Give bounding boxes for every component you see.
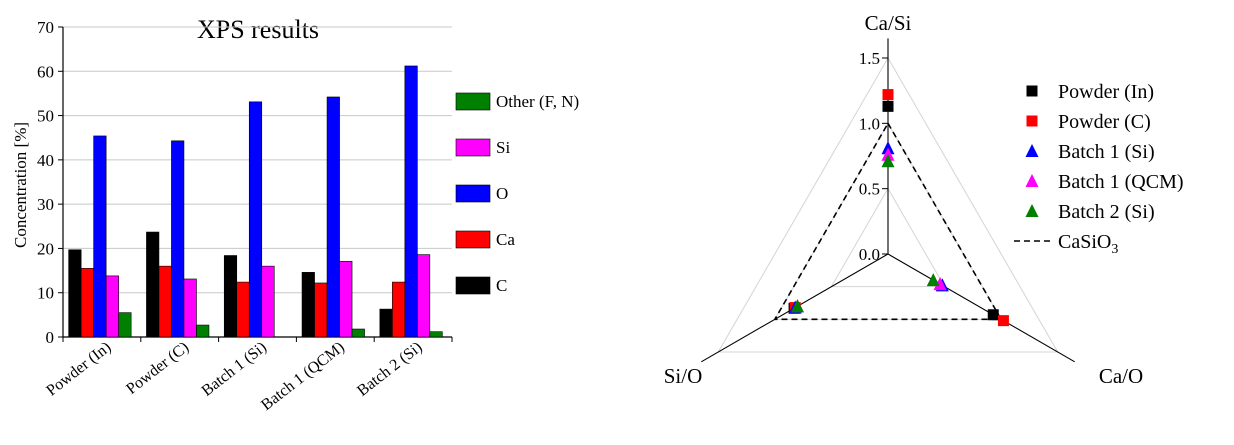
legend-reference-name: CaSiO [1058,231,1111,253]
bar [183,278,197,338]
bar [379,308,393,338]
bar-marks [68,65,443,338]
x-tick-label: Batch 1 (QCM) [258,339,348,414]
bar [417,254,431,338]
radar-marks [788,89,1009,327]
y-tick-label: 10 [37,284,54,303]
bar [236,281,250,338]
bar [93,135,107,338]
r-tick-label: 1.0 [859,114,880,133]
legend-label: CaSiO3 [1058,231,1118,257]
bar [429,331,443,338]
bar [68,249,82,338]
r-tick-label: 1.5 [859,49,880,68]
legend-label: Other (F, N) [496,92,579,111]
bar [248,101,263,338]
radar-axis [887,253,1075,363]
bar [404,65,418,338]
bar-chart-ylabel: Concentration [%] [11,122,30,248]
bar [105,275,119,338]
bar-chart: XPS results Concentration [%] 0 10 20 30 40 5… [11,15,579,414]
legend-label: Si [496,138,510,157]
legend-reference-subscript: 3 [1111,242,1118,257]
bar [146,231,160,338]
radar-reference [773,121,1003,321]
bar [301,272,315,338]
radar-axis-label: Si/O [664,364,703,388]
x-tick-label: Batch 2 (Si) [354,339,425,400]
legend-marker [1025,143,1039,158]
radar-gridline [717,56,1059,353]
radar-labels: 0.0 0.5 1.0 1.5 Ca/Si Ca/O Si/O [664,11,1143,388]
y-tick-label: 20 [37,239,54,258]
legend-marker [1025,203,1039,218]
r-tick-label: 0.5 [859,180,880,199]
legend-swatch [455,230,491,249]
bar [171,140,185,338]
data-point [987,309,999,321]
radar-axis-label: Ca/Si [865,11,912,35]
reference-line [773,121,1003,321]
y-tick-label: 40 [37,151,54,170]
legend-swatch [455,184,491,203]
legend-marker [1026,115,1038,127]
legend-label: Powder (In) [1058,81,1154,103]
bar [326,96,340,338]
data-point [997,315,1009,327]
legend-marker [1026,85,1038,97]
bar [196,324,210,338]
legend-label: Batch 1 (Si) [1058,141,1155,163]
bar [339,260,353,338]
data-point [790,299,804,313]
bar [118,312,132,338]
y-tick-label: 50 [37,107,54,126]
radar-legend: Powder (In) Powder (C) Batch 1 (Si) Batch 1… [1014,81,1184,257]
legend-marker [1025,173,1039,188]
y-tick-label: 70 [37,18,54,37]
bar [314,282,328,338]
bar [80,268,94,338]
y-tick-label: 30 [37,195,54,214]
data-point [926,273,940,287]
bar [223,255,238,338]
data-point [882,100,894,112]
bar-legend: Other (F, N) Si O Ca C [455,92,579,295]
legend-label: Ca [496,230,515,249]
x-tick-label: Powder (In) [43,339,114,400]
radar-gridline [830,187,946,288]
r-tick-label: 0.0 [859,245,880,264]
data-point [882,89,894,101]
bar-chart-title: XPS results [197,15,319,44]
bar [261,265,275,338]
legend-label: C [496,276,507,295]
bar [351,328,365,338]
legend-swatch [455,138,491,157]
x-tick-label: Powder (C) [123,339,192,398]
x-tick-label: Batch 1 (Si) [199,339,270,400]
legend-label: Batch 2 (Si) [1058,201,1155,223]
data-point [933,277,947,291]
bar [158,265,172,338]
y-tick-label: 0 [46,328,55,347]
radar-axis-label: Ca/O [1099,364,1143,388]
legend-swatch [455,276,491,295]
radar-grid [701,38,1075,363]
legend-label: Powder (C) [1058,111,1151,133]
data-point [881,154,895,168]
bar [392,281,406,338]
legend-swatch [455,92,491,111]
legend-label: Batch 1 (QCM) [1058,171,1184,193]
y-tick-label: 60 [37,62,54,81]
legend-label: O [496,184,508,203]
